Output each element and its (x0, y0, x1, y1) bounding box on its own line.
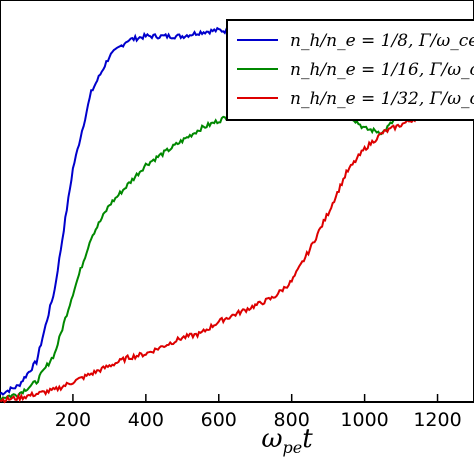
legend-label-3: n_h/n_e = 1/32, Γ/ω_ce = (290, 89, 474, 109)
series-line-3 (0, 94, 474, 404)
x-tick-label-1: 200 (55, 409, 91, 431)
legend: n_h/n_e = 1/8, Γ/ω_ce = n_h/n_e = 1/16, Γ… (226, 19, 474, 121)
x-axis-label: ωpet (261, 424, 313, 457)
legend-label-2: n_h/n_e = 1/16, Γ/ω_ce = (290, 60, 474, 80)
x-tick-label-6: 1200 (413, 409, 461, 431)
x-tick-label-4: 800 (274, 409, 310, 431)
x-tick-label-5: 1000 (340, 409, 388, 431)
x-ticks: 200 400 600 800 1000 1200 (55, 394, 462, 431)
legend-label-1: n_h/n_e = 1/8, Γ/ω_ce = (290, 31, 474, 51)
x-tick-label-2: 400 (128, 409, 164, 431)
x-tick-label-3: 600 (201, 409, 237, 431)
series-line-2 (0, 79, 474, 401)
plot-frame (0, 0, 474, 403)
